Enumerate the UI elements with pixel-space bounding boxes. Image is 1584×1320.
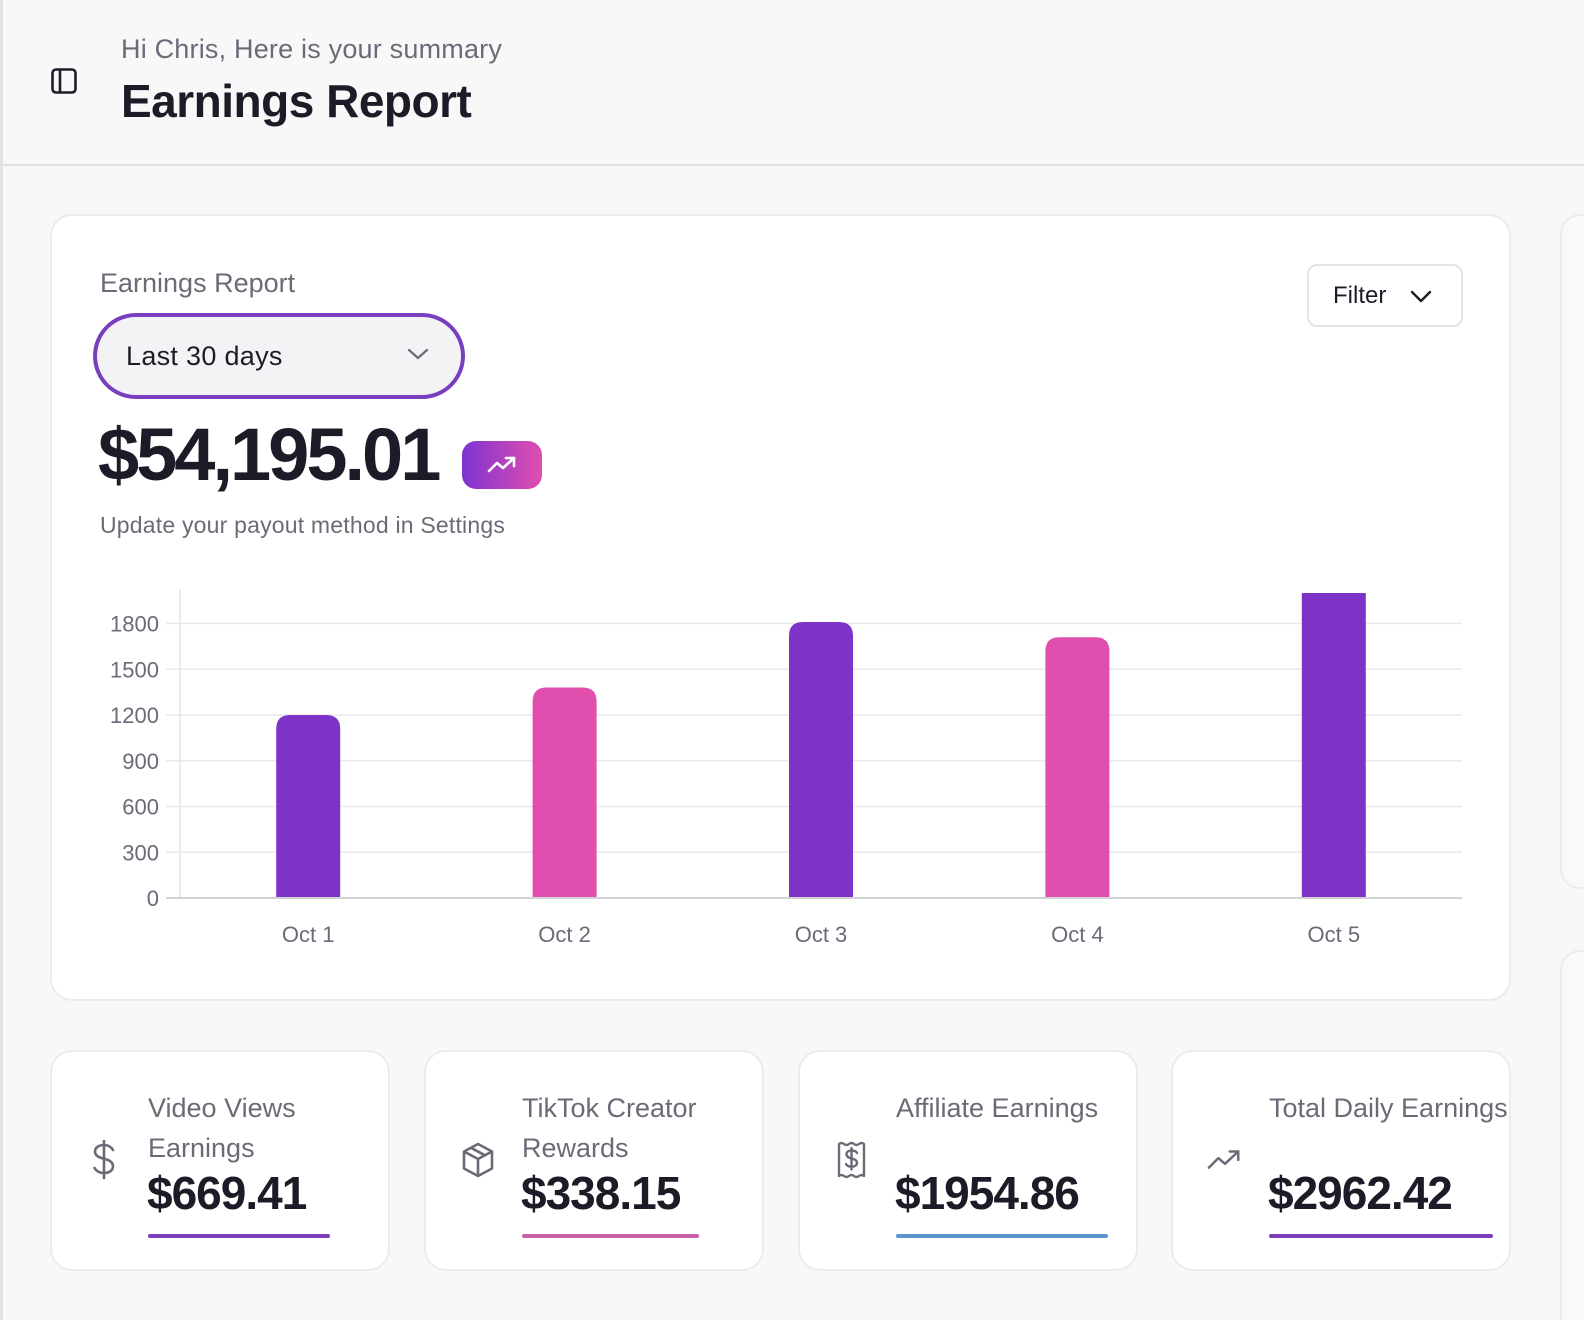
- bar-oct-3[interactable]: [789, 621, 853, 898]
- stat-underline: [896, 1234, 1108, 1238]
- stat-card-total-daily: Total Daily Earnings $2962.42: [1171, 1050, 1511, 1271]
- page-title: Earnings Report: [121, 75, 472, 127]
- payout-settings-note: Update your payout method in Settings: [100, 512, 506, 538]
- stat-value: $669.41: [147, 1167, 307, 1219]
- stat-label: TikTok Creator Rewards: [522, 1093, 697, 1163]
- stat-label: Affiliate Earnings: [896, 1093, 1099, 1123]
- y-tick-label: 1800: [110, 612, 159, 637]
- y-tick-label: 1500: [110, 657, 159, 682]
- stat-underline: [522, 1234, 699, 1238]
- y-tick-label: 600: [122, 795, 159, 820]
- package-icon: [462, 1142, 494, 1178]
- earnings-report-card: Earnings Report Last 30 days $54,195.01 …: [50, 214, 1511, 1001]
- x-tick-label: Oct 5: [1308, 922, 1361, 947]
- stat-value: $2962.42: [1268, 1167, 1453, 1219]
- bar-oct-5[interactable]: [1301, 593, 1366, 898]
- stat-card-creator-rewards: TikTok Creator Rewards $338.15: [424, 1050, 764, 1271]
- stat-card-affiliate: Affiliate Earnings $1954.86: [798, 1050, 1138, 1271]
- stat-value: $338.15: [521, 1167, 681, 1219]
- total-earnings-amount: $54,195.01: [98, 413, 441, 496]
- side-card-peek: [1560, 950, 1584, 1320]
- date-range-select[interactable]: Last 30 days: [93, 313, 465, 399]
- y-tick-label: 1200: [110, 703, 159, 728]
- sidebar-panel-icon: [51, 68, 77, 94]
- stat-underline: [1269, 1234, 1493, 1238]
- side-card-peek: [1560, 214, 1584, 889]
- x-tick-label: Oct 3: [795, 922, 848, 947]
- chart-labels: 0 300 600 900 1200 1500 1800 Oct 1 Oct 2 Oct 3 Oct…: [110, 612, 1360, 948]
- page-header: Hi Chris, Here is your summary Earnings …: [3, 0, 1584, 166]
- bar-oct-4[interactable]: [1045, 637, 1110, 898]
- chart-bars: [276, 593, 1366, 898]
- x-tick-label: Oct 2: [538, 922, 591, 947]
- stat-label: Total Daily Earnings: [1269, 1093, 1508, 1123]
- earnings-bar-chart: 0 300 600 900 1200 1500 1800 Oct 1 Oct 2 Oct 3 Oct…: [110, 589, 1462, 948]
- dollar-icon: [93, 1140, 115, 1180]
- y-tick-label: 900: [122, 749, 159, 774]
- chart-axes: [166, 589, 1462, 899]
- stat-card-video-views: Video Views Earnings $669.41: [50, 1050, 390, 1271]
- stat-value: $1954.86: [895, 1167, 1080, 1219]
- filter-button[interactable]: Filter: [1307, 264, 1463, 327]
- bar-oct-2[interactable]: [532, 687, 597, 898]
- receipt-dollar-icon: [837, 1141, 866, 1179]
- window-edge: [0, 0, 3, 1320]
- y-tick-label: 0: [147, 886, 159, 911]
- stat-label: Video Views Earnings: [148, 1093, 296, 1163]
- x-tick-label: Oct 1: [282, 922, 335, 947]
- bar-oct-1[interactable]: [276, 715, 341, 898]
- greeting-text: Hi Chris, Here is your summary: [121, 34, 503, 64]
- filter-label: Filter: [1333, 281, 1387, 309]
- stat-underline: [148, 1234, 330, 1238]
- trending-up-icon: [487, 456, 516, 473]
- trend-badge: [462, 441, 542, 489]
- sidebar-toggle-button[interactable]: [49, 66, 79, 96]
- y-tick-label: 300: [122, 840, 159, 865]
- card-title: Earnings Report: [100, 268, 296, 298]
- trending-up-icon: [1207, 1150, 1240, 1169]
- x-tick-label: Oct 4: [1051, 922, 1104, 947]
- chevron-down-icon: [1410, 290, 1432, 303]
- chevron-down-icon: [407, 348, 429, 360]
- date-range-value: Last 30 days: [126, 340, 283, 371]
